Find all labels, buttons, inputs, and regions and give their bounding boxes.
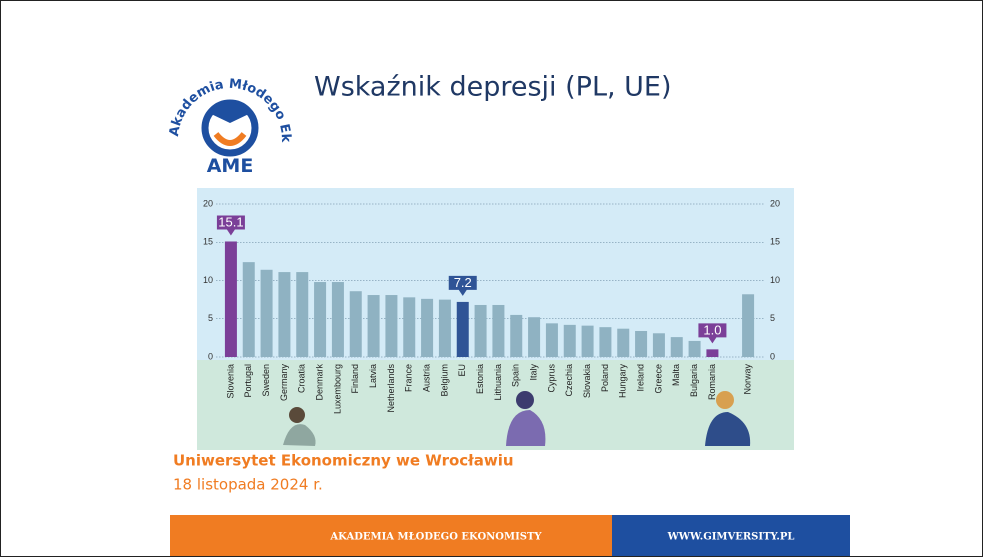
x-tick-label: Portugal <box>243 364 253 398</box>
bar <box>332 282 344 357</box>
bar <box>510 315 522 357</box>
y-tick-label: 15 <box>203 237 213 247</box>
x-tick-label: Hungary <box>618 364 628 399</box>
bar <box>617 329 629 357</box>
bar <box>350 291 362 357</box>
bar <box>475 305 487 357</box>
bar <box>314 282 326 357</box>
bar <box>457 302 469 357</box>
bar <box>385 295 397 357</box>
slide: Akademia Młodego Ekonomisty AME Wskaźnik… <box>0 0 983 557</box>
y2-tick-label: 15 <box>770 237 780 247</box>
bar <box>296 272 308 357</box>
x-tick-label: Lithuania <box>493 364 503 401</box>
y-tick-label: 10 <box>203 275 213 285</box>
x-tick-label: Malta <box>671 364 681 386</box>
bar <box>403 297 415 357</box>
bar <box>564 325 576 357</box>
bar <box>225 241 237 357</box>
person <box>516 391 534 409</box>
bar <box>278 272 290 357</box>
x-tick-label: Latvia <box>368 364 378 388</box>
footer-right-text: WWW.GIMVERSITY.PL <box>667 532 795 543</box>
x-tick-label: Greece <box>653 364 663 394</box>
logo-text: AME <box>207 155 254 177</box>
bar <box>243 262 255 357</box>
x-tick-label: Austria <box>421 364 431 392</box>
person <box>289 407 305 423</box>
slide-title: Wskaźnik depresji (PL, UE) <box>314 72 672 103</box>
bar <box>599 327 611 357</box>
x-tick-label: Slovakia <box>582 364 592 398</box>
x-tick-label: Czechia <box>564 364 574 397</box>
bar <box>582 326 594 357</box>
x-tick-label: Croatia <box>297 364 307 393</box>
x-tick-label: Denmark <box>314 364 324 401</box>
bar <box>492 305 504 357</box>
x-tick-label: Germany <box>279 364 289 402</box>
y-tick-label: 0 <box>208 351 213 361</box>
x-tick-label: Finland <box>350 364 360 394</box>
x-tick-label: Poland <box>600 364 610 392</box>
x-tick-label: Romania <box>707 364 717 400</box>
bar <box>671 337 683 357</box>
y-tick-label: 5 <box>208 313 213 323</box>
x-tick-label: Sweden <box>261 364 271 397</box>
x-tick-label: EU <box>457 364 467 377</box>
y2-tick-label: 10 <box>770 275 780 285</box>
value-label: 7.2 <box>454 275 472 290</box>
x-tick-label: Ireland <box>635 364 645 392</box>
footer-left-text: AKADEMIA MŁODEGO EKONOMISTY <box>329 532 542 543</box>
x-tick-label: Spain <box>511 364 521 387</box>
x-tick-label: Netherlands <box>386 364 396 413</box>
bar <box>368 295 380 357</box>
x-tick-label: Slovenia <box>225 364 235 399</box>
value-label: 15.1 <box>218 214 243 229</box>
bar <box>689 341 701 357</box>
x-tick-label: Luxembourg <box>332 364 342 414</box>
y-tick-label: 20 <box>203 198 213 208</box>
x-tick-label: Belgium <box>439 364 449 397</box>
x-tick-label: Bulgaria <box>689 364 699 397</box>
x-tick-label: Estonia <box>475 364 485 394</box>
bar <box>653 333 665 357</box>
bar <box>546 323 558 357</box>
x-tick-label: Italy <box>528 364 538 381</box>
x-tick-label: Cyprus <box>546 364 556 393</box>
bar <box>742 294 754 357</box>
y2-tick-label: 20 <box>770 198 780 208</box>
y2-tick-label: 5 <box>770 313 775 323</box>
university: Uniwersytet Ekonomiczny we Wrocławiu <box>173 452 514 470</box>
x-tick-label: France <box>404 364 414 392</box>
bar <box>706 349 718 357</box>
value-label: 1.0 <box>703 322 721 337</box>
bar <box>635 331 647 357</box>
bar <box>421 299 433 357</box>
bar <box>439 300 451 357</box>
bar <box>528 317 540 357</box>
person <box>716 391 734 409</box>
date: 18 listopada 2024 r. <box>173 476 323 494</box>
x-tick-label: Norway <box>742 364 752 395</box>
bar <box>261 270 273 357</box>
y2-tick-label: 0 <box>770 351 775 361</box>
